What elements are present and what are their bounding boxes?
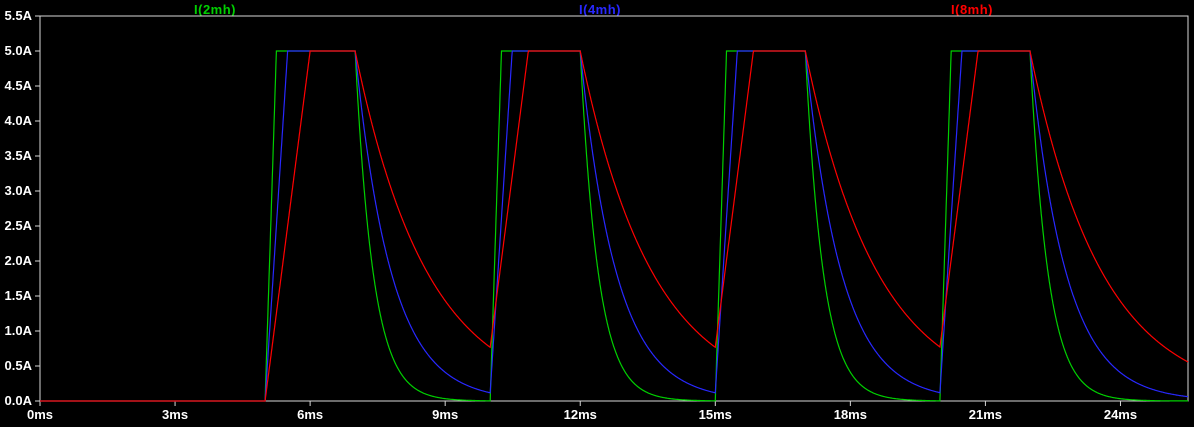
y-axis-tick-label: 3.5A [5,148,33,163]
trace-label-2mh[interactable]: I(2mh) [194,2,236,17]
y-axis-tick-label: 4.5A [5,78,33,93]
y-axis-tick-label: 0.0A [5,393,33,408]
y-axis-tick-label: 1.5A [5,288,33,303]
x-axis-tick-label: 9ms [432,407,458,422]
x-axis-tick-label: 12ms [564,407,597,422]
x-axis-tick-label: 24ms [1104,407,1137,422]
y-axis-tick-label: 2.5A [5,218,33,233]
y-axis-tick-label: 4.0A [5,113,33,128]
x-axis-tick-label: 21ms [969,407,1002,422]
x-axis-tick-label: 15ms [699,407,732,422]
x-axis-tick-label: 18ms [834,407,867,422]
y-axis-tick-label: 5.0A [5,43,33,58]
y-axis-tick-label: 5.5A [5,8,33,23]
y-axis-tick-label: 1.0A [5,323,33,338]
y-axis-tick-label: 0.5A [5,358,33,373]
trace-label-4mh[interactable]: I(4mh) [579,2,621,17]
x-axis-tick-label: 6ms [297,407,323,422]
trace-I(8mh)[interactable] [40,50,1189,402]
x-axis-tick-label: 3ms [162,407,188,422]
x-axis-tick-label: 0ms [27,407,53,422]
trace-I(2mh)[interactable] [40,50,1188,402]
plot-frame [39,15,1189,402]
y-axis-tick-label: 2.0A [5,253,33,268]
trace-label-8mh[interactable]: I(8mh) [951,2,993,17]
y-axis-tick-label: 3.0A [5,183,33,198]
